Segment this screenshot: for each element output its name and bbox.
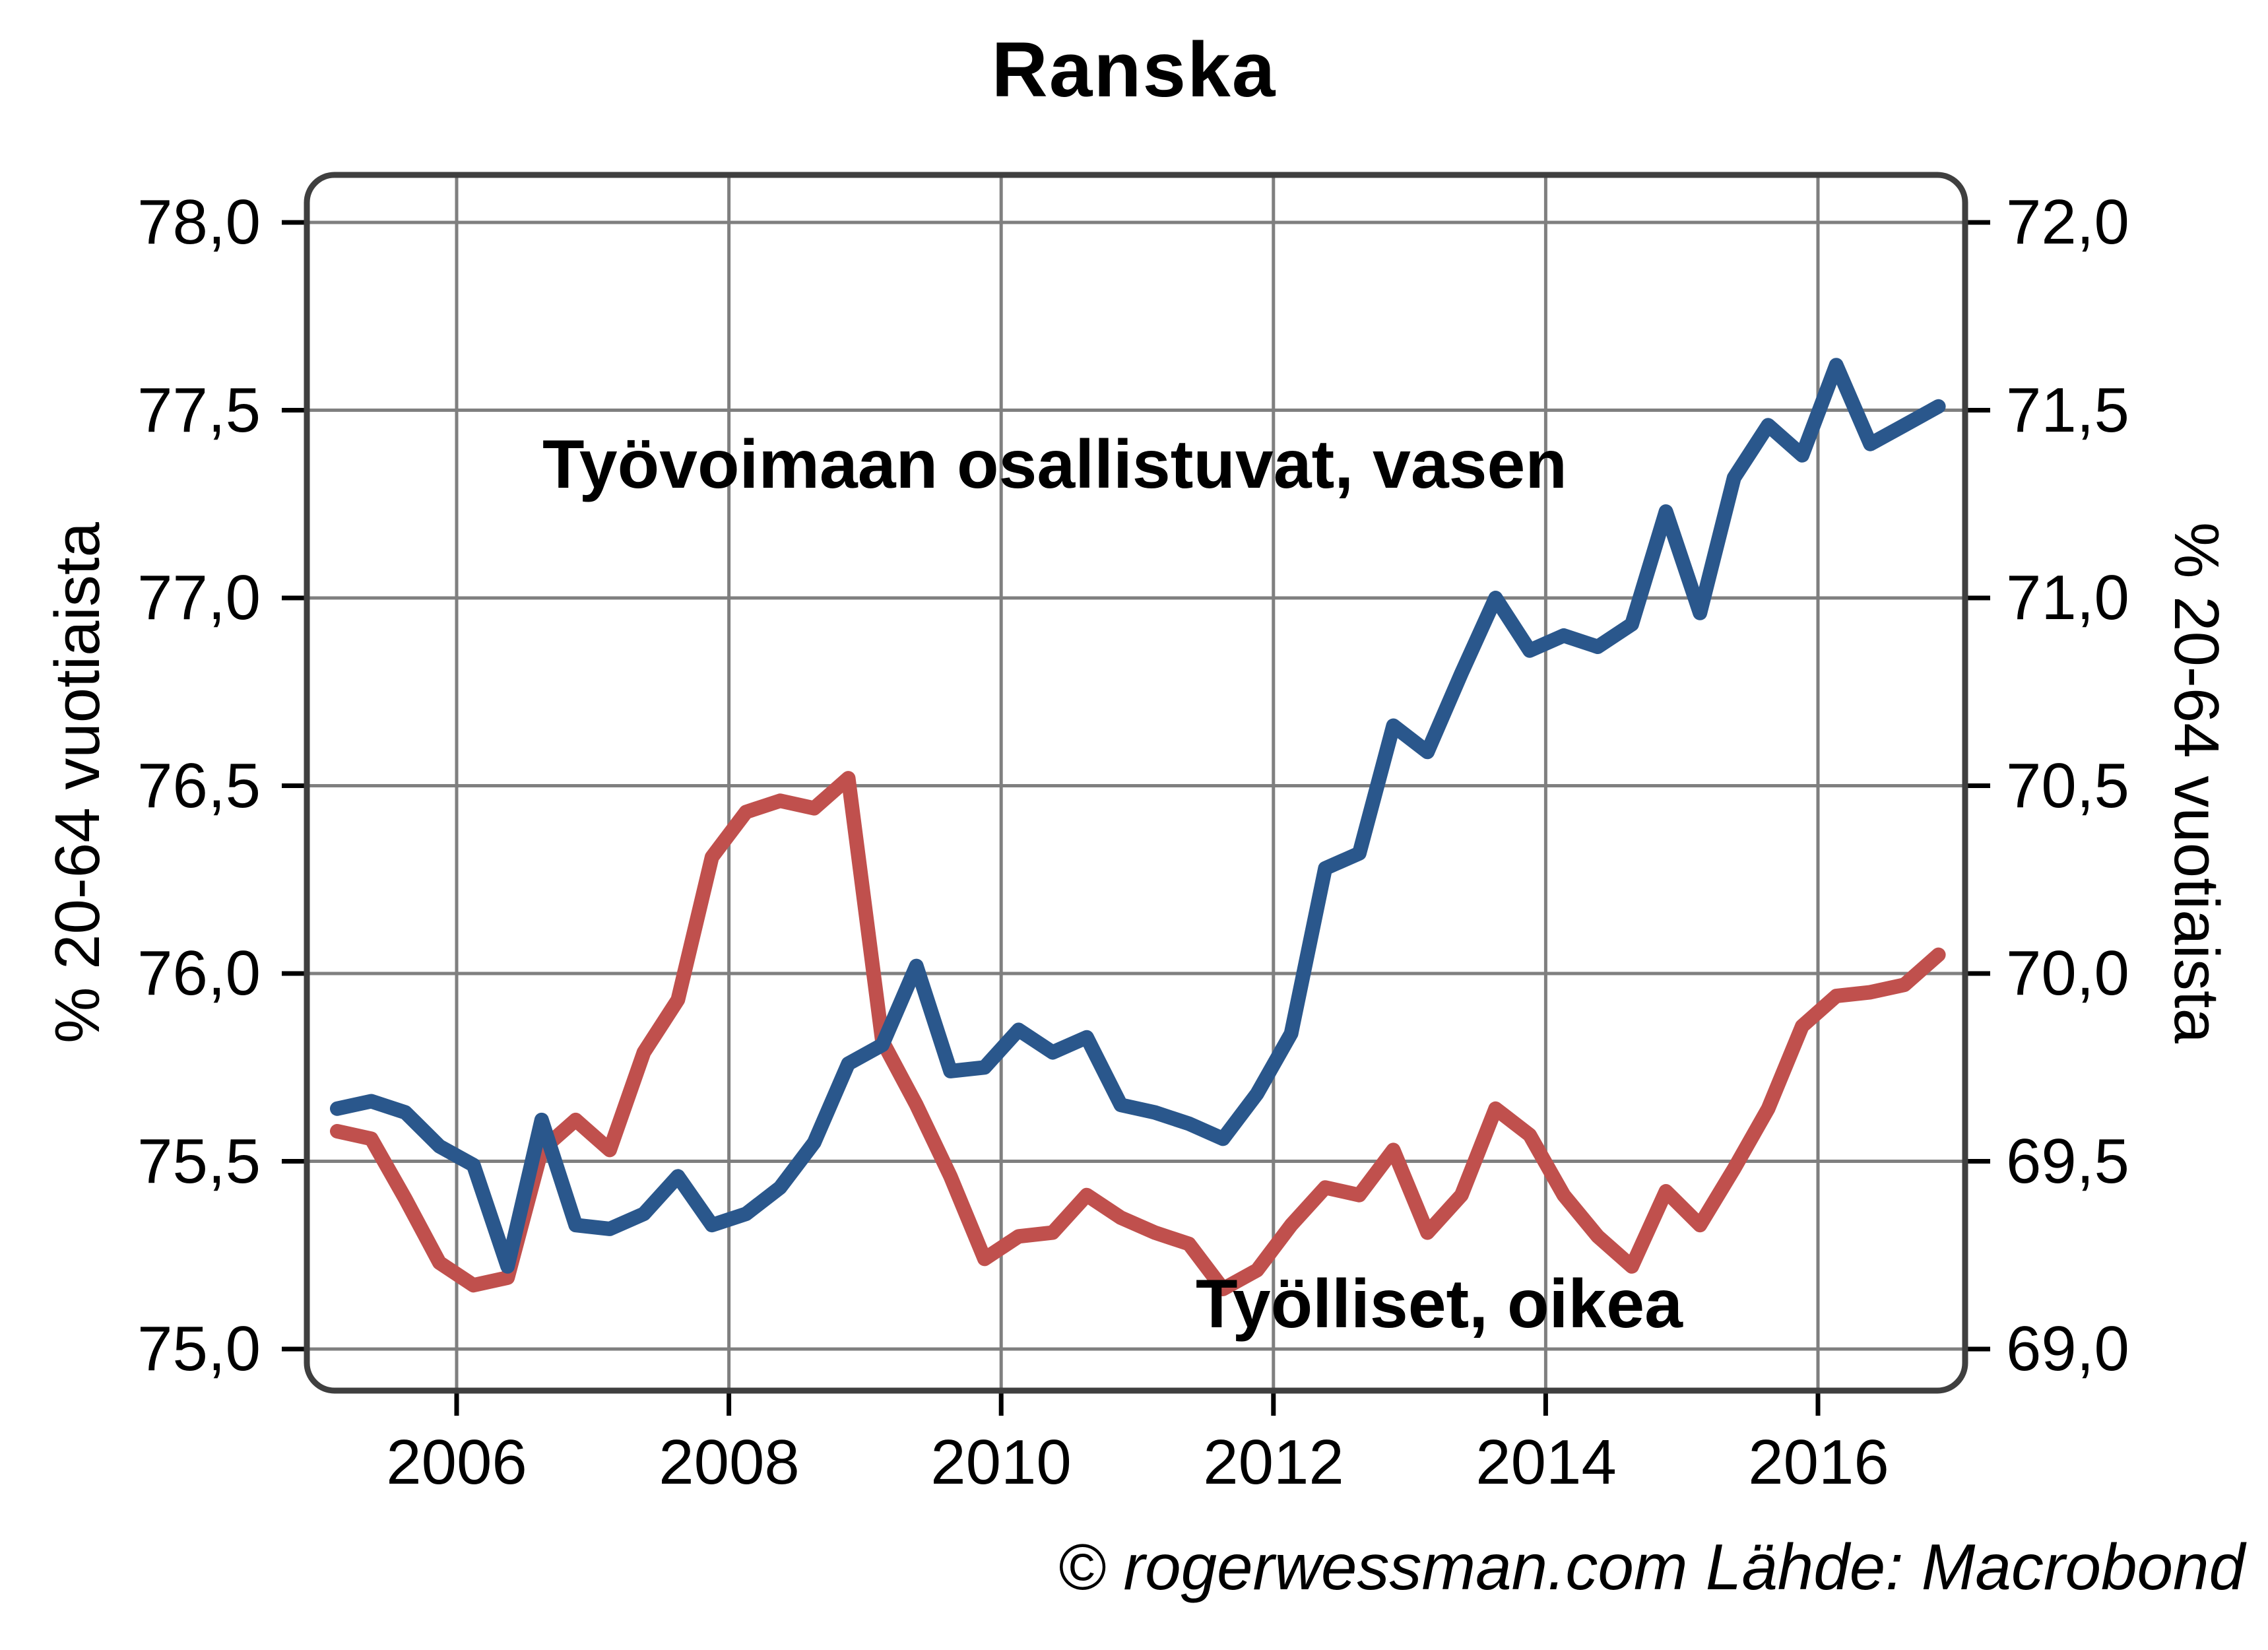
x-tick-label: 2012 xyxy=(1203,1427,1344,1498)
x-tick-label: 2006 xyxy=(386,1427,527,1498)
left-tick-label: 76,0 xyxy=(137,938,261,1008)
series-label-blue: Työvoimaan osallistuvat, vasen xyxy=(542,426,1567,503)
x-tick-label: 2008 xyxy=(659,1427,800,1498)
left-tick-label: 75,5 xyxy=(137,1126,261,1197)
source-credit: © rogerwessman.com Lähde: Macrobond xyxy=(1058,1531,2245,1603)
x-tick-label: 2016 xyxy=(1748,1427,1889,1498)
left-tick-label: 77,0 xyxy=(137,562,261,633)
axis-ticks xyxy=(282,220,1990,1416)
left-tick-label: 78,0 xyxy=(137,187,261,257)
left-tick-label: 76,5 xyxy=(137,750,261,821)
left-tick-label: 77,5 xyxy=(137,375,261,446)
left-tick-label: 75,0 xyxy=(137,1313,261,1384)
x-tick-label: 2010 xyxy=(930,1427,1072,1498)
right-tick-label: 69,5 xyxy=(2006,1126,2129,1197)
right-axis-title: % 20-64 vuotiaista xyxy=(2161,522,2232,1043)
right-tick-label: 70,5 xyxy=(2006,750,2129,821)
right-tick-label: 71,0 xyxy=(2006,562,2129,633)
gridlines xyxy=(307,175,1965,1391)
x-tick-label: 2014 xyxy=(1475,1427,1617,1498)
chart-title: Ranska xyxy=(991,26,1277,114)
series-red-line xyxy=(330,771,1946,1296)
right-tick-label: 71,5 xyxy=(2006,375,2129,446)
series-blue-line xyxy=(330,358,1946,1274)
right-tick-label: 72,0 xyxy=(2006,187,2129,257)
right-tick-label: 69,0 xyxy=(2006,1313,2129,1384)
plot-frame xyxy=(304,172,1968,1394)
series-label-red: Työlliset, oikea xyxy=(1196,1266,1683,1342)
left-axis-title: % 20-64 vuotiaista xyxy=(42,522,113,1043)
right-tick-label: 70,0 xyxy=(2006,938,2129,1008)
